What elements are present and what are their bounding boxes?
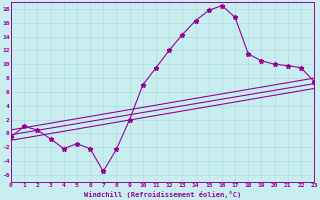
X-axis label: Windchill (Refroidissement éolien,°C): Windchill (Refroidissement éolien,°C) (84, 191, 241, 198)
